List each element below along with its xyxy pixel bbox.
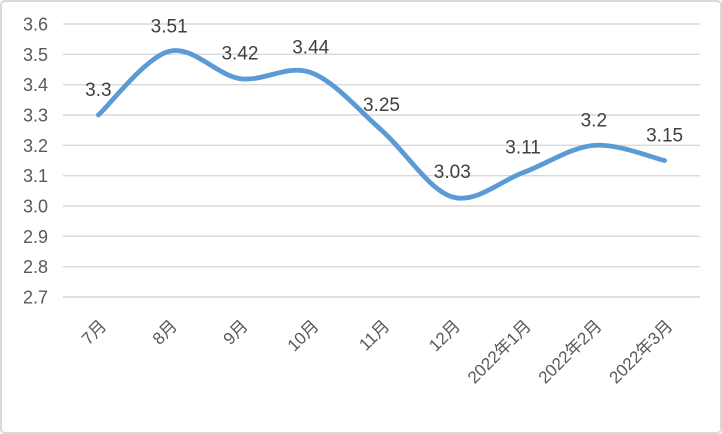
y-axis-tick-label: 2.7 (23, 288, 48, 308)
y-axis-tick-label: 3.3 (23, 106, 48, 126)
data-label: 3.11 (505, 138, 541, 159)
y-axis-tick-label: 2.9 (23, 227, 48, 247)
y-axis-tick-label: 2.8 (23, 257, 48, 277)
y-axis-tick-label: 3.6 (23, 15, 48, 35)
x-axis-labels: 7月 8月 9月 10月 11月 12月 2022年1月 2022年2月 2022年3月 (78, 316, 676, 387)
gridlines (63, 23, 700, 298)
y-axis-tick-label: 3.2 (23, 136, 48, 156)
data-labels: 3.3 3.51 3.42 3.44 3.25 3.03 3.11 3.2 3.15 (85, 16, 683, 183)
x-axis-tick-label: 12月 (425, 316, 464, 355)
x-axis-tick-label: 7月 (78, 316, 110, 348)
series-line (95, 48, 668, 201)
x-axis-tick-label: 11月 (355, 316, 393, 354)
data-label: 3.3 (85, 80, 111, 101)
y-axis-tick-label: 3.1 (23, 166, 48, 186)
series-group (95, 48, 668, 201)
data-label: 3.51 (151, 16, 188, 37)
data-label: 3.44 (292, 38, 329, 59)
x-axis-tick-label: 2022年1月 (464, 316, 535, 387)
y-axis-tick-label: 3.0 (23, 197, 48, 217)
x-axis-tick-label: 2022年2月 (535, 316, 606, 387)
data-label: 3.42 (221, 44, 258, 65)
data-label: 3.25 (363, 95, 400, 116)
x-axis-tick-label: 2022年3月 (606, 316, 677, 387)
data-label: 3.2 (581, 110, 607, 131)
x-axis-tick-label: 9月 (220, 316, 252, 348)
y-axis-tick-label: 3.4 (23, 75, 48, 95)
y-axis-labels: 3.6 3.5 3.4 3.3 3.2 3.1 3.0 2.9 2.8 2.7 (23, 15, 48, 308)
data-label: 3.03 (434, 162, 471, 183)
x-axis-tick-label: 10月 (284, 316, 323, 355)
y-axis-tick-label: 3.5 (23, 45, 48, 65)
x-axis-tick-label: 8月 (149, 316, 181, 348)
data-label: 3.15 (646, 126, 683, 147)
